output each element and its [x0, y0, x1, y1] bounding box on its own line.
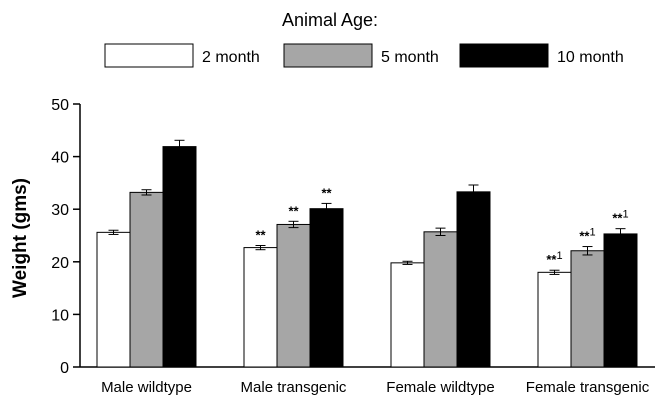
bar — [390, 262, 425, 368]
legend-swatch — [104, 43, 194, 68]
x-tick-label: Female wildtype — [386, 379, 494, 396]
significance-label: ** — [255, 227, 266, 242]
bar — [570, 250, 605, 368]
bar — [456, 191, 491, 368]
y-tick-label: 20 — [51, 255, 69, 272]
bar — [276, 223, 311, 368]
bar — [96, 231, 131, 368]
x-tick-label: Female transgenic — [526, 379, 650, 396]
legend-swatch — [459, 43, 549, 68]
significance-label: **1 — [612, 209, 628, 226]
legend-label: 5 month — [381, 49, 439, 66]
bar — [162, 146, 197, 368]
legend-label: 2 month — [202, 49, 260, 66]
y-axis-label: Weight (gms) — [10, 178, 31, 298]
y-tick-label: 40 — [51, 150, 69, 167]
y-axis: 0 10 20 30 40 50 — [51, 97, 81, 377]
x-axis: Male wildtype Male transgenic Female wildt… — [80, 366, 655, 396]
significance-label: ** — [321, 185, 332, 200]
bar — [243, 247, 278, 368]
legend-title: Animal Age: — [282, 10, 378, 30]
y-tick-label: 10 — [51, 307, 69, 324]
bars: ** ** ** **1 **1 **1 — [96, 139, 638, 368]
x-tick-label: Male transgenic — [241, 379, 347, 396]
y-tick-label: 30 — [51, 202, 69, 219]
bar — [537, 271, 572, 368]
x-tick-label: Male wildtype — [101, 379, 192, 396]
legend: 2 month 5 month 10 month — [104, 43, 624, 68]
bar — [309, 208, 344, 368]
significance-label: **1 — [579, 227, 595, 244]
bar — [129, 191, 164, 368]
legend-swatch — [283, 43, 373, 68]
bar — [423, 231, 458, 368]
legend-label: 10 month — [557, 49, 624, 66]
significance-label: **1 — [546, 250, 562, 267]
y-tick-label: 0 — [60, 360, 69, 377]
significance-label: ** — [288, 203, 299, 218]
bar — [603, 233, 638, 368]
y-tick-label: 50 — [51, 97, 69, 114]
